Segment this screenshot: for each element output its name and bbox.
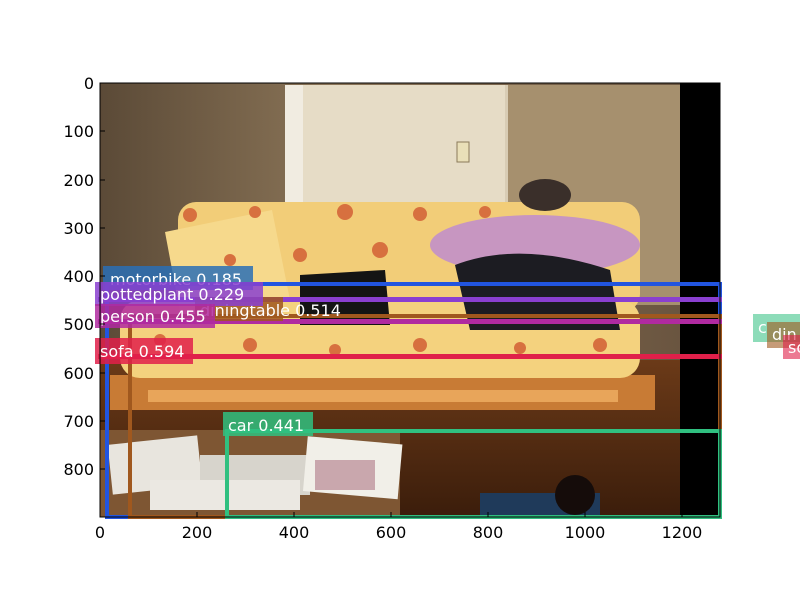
- x-tick-label: 1200: [662, 523, 703, 542]
- x-axis: 0 200 400 600 800 1000 1200: [95, 512, 702, 542]
- x-tick-label: 400: [279, 523, 310, 542]
- x-tick-label: 1000: [565, 523, 606, 542]
- sofa-label: sofa 0.594: [100, 342, 184, 361]
- y-tick-label: 0: [84, 74, 94, 93]
- y-axis: 0 100 200 300 400 500 600 700 800: [63, 74, 105, 479]
- axes-frame: [99, 82, 721, 518]
- y-tick-label: 100: [63, 122, 94, 141]
- y-tick-label: 400: [63, 267, 94, 286]
- car-label: car 0.441: [228, 416, 304, 435]
- y-tick-label: 300: [63, 219, 94, 238]
- x-tick-label: 200: [182, 523, 213, 542]
- x-tick-label: 800: [473, 523, 504, 542]
- offscreen-label-car: c: [758, 318, 767, 337]
- y-tick-label: 500: [63, 315, 94, 334]
- offscreen-label-sofa: so: [788, 338, 800, 357]
- detection-labels: motorbike 0.185 diningtable 0.514 potted…: [95, 266, 341, 436]
- y-tick-label: 600: [63, 364, 94, 383]
- offscreen-labels: c din so: [753, 314, 800, 359]
- person-label: person 0.455: [100, 307, 206, 326]
- x-tick-label: 600: [376, 523, 407, 542]
- y-tick-label: 200: [63, 171, 94, 190]
- x-tick-label: 0: [95, 523, 105, 542]
- pottedplant-label: pottedplant 0.229: [100, 285, 244, 304]
- y-tick-label: 800: [63, 460, 94, 479]
- y-tick-label: 700: [63, 412, 94, 431]
